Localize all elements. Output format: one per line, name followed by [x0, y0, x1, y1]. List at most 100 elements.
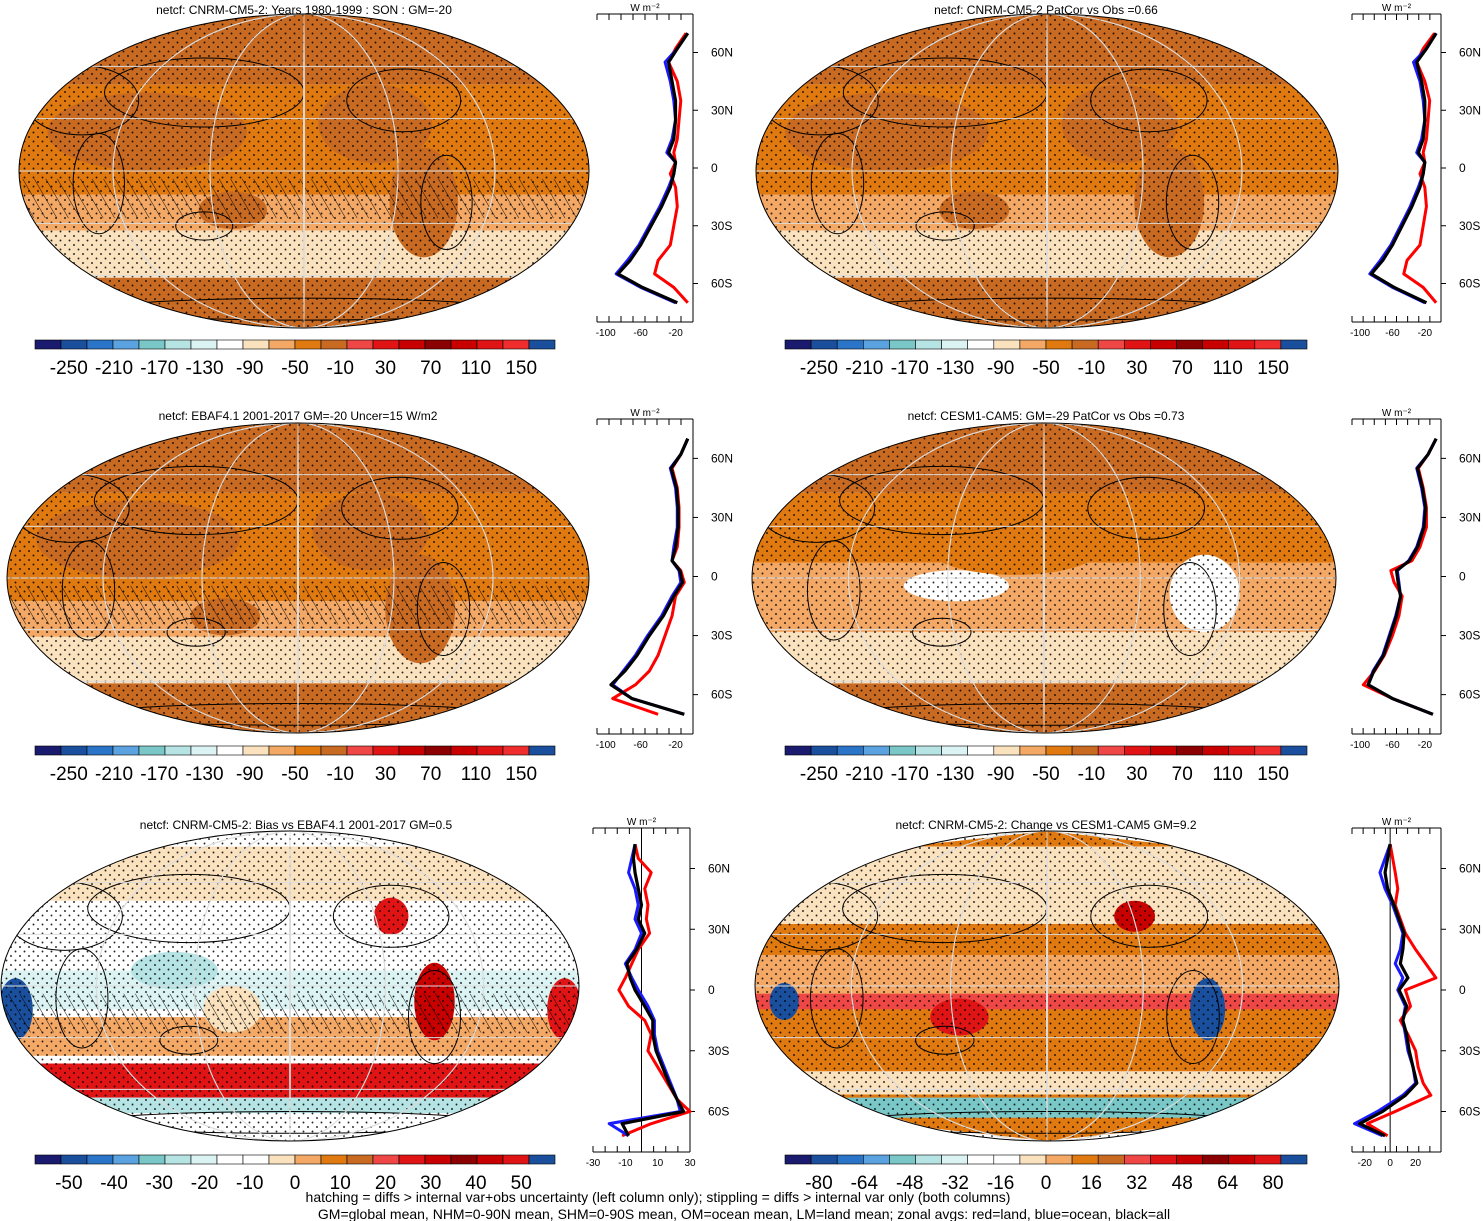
colorbar-label: -10 [327, 764, 354, 785]
colorbar-label: -50 [281, 358, 308, 379]
coastline [1163, 562, 1217, 656]
zonal-lat-label: 30S [1459, 1044, 1480, 1058]
zonal-line-ocean [1366, 438, 1438, 716]
colorbar-swatch [60, 339, 88, 350]
colorbar-swatch [889, 745, 916, 756]
colorbar-swatch [242, 745, 270, 756]
colorbar-swatch [1097, 339, 1125, 350]
colorbar-swatch [294, 1154, 322, 1165]
zonal-lat-label: 30N [708, 922, 730, 936]
zonal-line-all [620, 844, 686, 1137]
colorbar-label: -130 [186, 358, 224, 379]
longitude-gridline [950, 14, 1144, 328]
zonal-line-land [653, 32, 689, 304]
coastline [915, 211, 975, 241]
coastline [420, 154, 473, 250]
colorbar-label: -80 [805, 1173, 832, 1194]
colorbar-label: -250 [800, 764, 838, 785]
colorbar-label: 110 [1213, 764, 1243, 785]
colorbar-label: 70 [1172, 358, 1193, 379]
colorbar-label: 32 [1126, 1173, 1147, 1194]
colorbar-swatch [889, 339, 916, 350]
colorbar-swatch [34, 1154, 62, 1165]
zonal-x-tick-label: -100 [1350, 740, 1370, 751]
zonal-lat-label: 60N [711, 451, 733, 465]
footer-line-1: hatching = diffs > internal var+obs unce… [306, 1189, 1011, 1205]
longitude-gridline [112, 14, 496, 328]
colorbar-label: -32 [941, 1173, 968, 1194]
panel-5-colorbar: -50 -40 -30 -20 -10 0 10 20 30 40 50 [34, 1154, 556, 1194]
colorbar-label: -50 [281, 764, 308, 785]
colorbar-swatch [1097, 1154, 1125, 1165]
coastline [61, 540, 116, 641]
colorbar-label: 20 [375, 1173, 396, 1194]
colorbar-swatch [1019, 1154, 1047, 1165]
colorbar-swatch [836, 339, 864, 350]
colorbar-swatch [1176, 339, 1203, 350]
colorbar-swatch [528, 339, 556, 350]
colorbar-swatch [1071, 745, 1099, 756]
colorbar-label: 110 [461, 358, 491, 379]
zonal-line-all [616, 32, 690, 305]
map-boundary [0, 830, 580, 1142]
coastline [806, 540, 861, 641]
panel-3-zonal-plot: -100 -60 -20 W m⁻² 60N 30N 0 30S 60S [596, 408, 733, 751]
coastline [332, 884, 450, 948]
zonal-line-all [1369, 32, 1438, 305]
colorbar-swatch [1202, 1154, 1229, 1165]
longitude-gridline [201, 423, 395, 733]
colorbar-label: 48 [1172, 1173, 1193, 1194]
colorbar-swatch [450, 1154, 478, 1165]
colorbar-swatch [941, 339, 968, 350]
coastline [1090, 884, 1209, 948]
colorbar-swatch [242, 339, 270, 350]
zonal-lat-label: 30S [1459, 219, 1480, 233]
zonal-lat-label: 60N [1459, 451, 1481, 465]
colorbar-label: -10 [327, 358, 354, 379]
colorbar-label: -16 [987, 1173, 1014, 1194]
colorbar-label: -130 [186, 764, 224, 785]
coastline [1165, 154, 1220, 250]
panel-1-map [18, 13, 590, 329]
longitude-gridline [1046, 14, 1048, 328]
colorbar-swatch [836, 745, 864, 756]
longitude-gridline [209, 14, 399, 328]
zonal-line-all [609, 438, 690, 716]
colorbar-swatch [346, 339, 374, 350]
panel-1-colorbar: -250 -210 -170 -130 -90 -50 -10 30 70 110 150 [34, 339, 556, 379]
longitude-gridline [95, 831, 485, 1141]
colorbar-swatch [1280, 745, 1308, 756]
coastline [175, 211, 234, 241]
coastline [346, 68, 462, 133]
colorbar-swatch [294, 745, 322, 756]
colorbar-label: -250 [800, 358, 838, 379]
coastline [1087, 476, 1206, 540]
zonal-lat-label: 60S [1459, 688, 1480, 702]
colorbar-label: 30 [375, 358, 396, 379]
zonal-x-tick-label: 30 [684, 1158, 696, 1169]
colorbar-swatch [60, 1154, 88, 1165]
colorbar-swatch [320, 339, 348, 350]
colorbar-label: -130 [936, 358, 974, 379]
zonal-lat-label: 0 [1459, 983, 1466, 997]
longitude-gridline [851, 14, 1243, 328]
colorbar-swatch [1280, 1154, 1308, 1165]
colorbar-label: -90 [236, 764, 263, 785]
longitude-gridline [297, 423, 299, 733]
colorbar-swatch [398, 339, 426, 350]
panel-3-colorbar: -250 -210 -170 -130 -90 -50 -10 30 70 110 150 [34, 745, 556, 785]
zonal-lat-label: 30N [1459, 103, 1481, 117]
colorbar-label: 150 [505, 764, 537, 785]
zonal-units-label: W m⁻² [627, 817, 657, 828]
colorbar-label: -210 [845, 764, 883, 785]
colorbar-swatch [1202, 339, 1229, 350]
colorbar-swatch [164, 1154, 192, 1165]
colorbar-label: 30 [1126, 764, 1147, 785]
colorbar-swatch [915, 745, 942, 756]
colorbar-label: -50 [1032, 764, 1059, 785]
colorbar-swatch [1176, 745, 1203, 756]
colorbar-swatch [967, 1154, 995, 1165]
colorbar-swatch [836, 1154, 864, 1165]
zonal-lat-label: 0 [708, 983, 715, 997]
panel-4: netcf: CESM1-CAM5: GM=-29 PatCor vs Obs … [751, 408, 1481, 785]
